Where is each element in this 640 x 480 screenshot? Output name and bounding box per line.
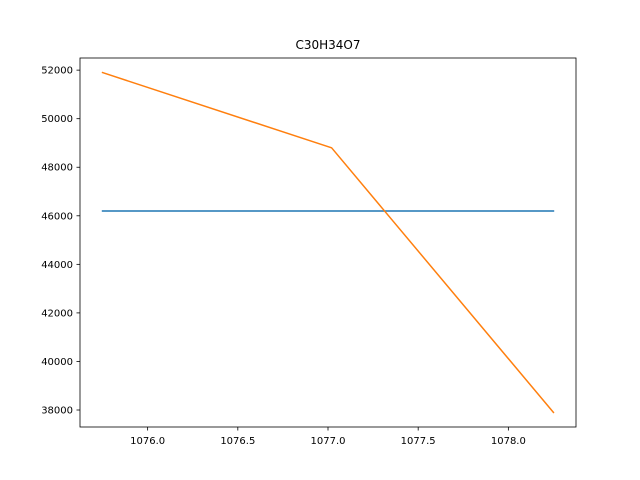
y-tick-label: 50000 — [41, 114, 73, 125]
plot-background — [80, 58, 576, 427]
y-tick-label: 40000 — [41, 357, 73, 368]
axes: 1076.0 1076.5 1077.0 1077.5 1078.0 38000 40000… — [41, 57, 577, 447]
x-tick-label: 1076.0 — [130, 436, 165, 447]
series-layer — [101, 71, 555, 414]
x-tick-label: 1078.0 — [491, 436, 526, 447]
series-line-2 — [101, 71, 555, 414]
y-tick-label: 38000 — [41, 406, 73, 417]
x-tick-label: 1077.5 — [401, 436, 436, 447]
y-tick-label: 48000 — [41, 163, 73, 174]
y-tick-label: 46000 — [41, 211, 73, 222]
y-tick-label: 42000 — [41, 308, 73, 319]
plot-area — [80, 58, 576, 427]
y-tick-label: 44000 — [41, 260, 73, 271]
y-tick-label: 52000 — [41, 66, 73, 77]
chart-title: C30H34O7 — [295, 38, 360, 52]
x-tick-label: 1077.0 — [311, 436, 346, 447]
x-tick-label: 1076.5 — [220, 436, 255, 447]
